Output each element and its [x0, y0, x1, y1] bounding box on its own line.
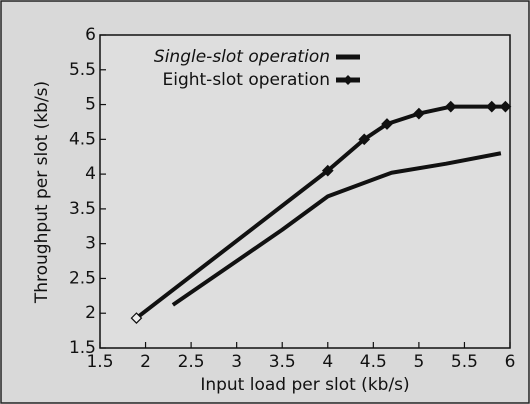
y-tick-label: 5 — [85, 95, 96, 115]
x-tick-label: 2 — [140, 352, 151, 372]
data-point — [321, 164, 334, 177]
series-line — [171, 151, 502, 307]
x-tick-label: 6 — [505, 352, 516, 372]
y-tick-label: 2.5 — [69, 268, 96, 288]
x-tick-label: 5.5 — [451, 352, 478, 372]
y-tick-label: 6 — [85, 25, 96, 45]
legend-marker — [343, 75, 353, 85]
data-point — [444, 100, 457, 113]
y-tick-label: 4.5 — [69, 129, 96, 149]
y-tick-label: 1.5 — [69, 338, 96, 358]
y-axis-label: Throughput per slot (kb/s) — [32, 81, 52, 304]
data-point — [130, 312, 143, 324]
x-tick-label: 3.5 — [269, 352, 296, 372]
y-tick-label: 2 — [85, 303, 96, 323]
x-tick-label: 4.5 — [360, 352, 387, 372]
x-tick-label: 5 — [413, 352, 424, 372]
x-tick-label: 2.5 — [178, 352, 205, 372]
x-tick-label: 3 — [231, 352, 242, 372]
series-line — [135, 104, 506, 320]
legend-label: Single-slot operation — [154, 47, 330, 67]
y-tick-label: 3 — [85, 234, 96, 254]
x-tick-label: 1.5 — [86, 352, 113, 372]
data-point — [499, 100, 512, 113]
data-point — [381, 118, 393, 130]
x-tick-label: 4 — [322, 352, 333, 372]
data-point — [485, 100, 498, 113]
y-tick-label: 4 — [85, 164, 96, 184]
y-tick-label: 5.5 — [69, 60, 96, 80]
x-axis-label: Input load per slot (kb/s) — [200, 375, 409, 395]
data-point — [358, 133, 371, 146]
data-point — [413, 107, 425, 120]
y-tick-label: 3.5 — [69, 199, 96, 219]
legend-label: Eight-slot operation — [162, 70, 330, 90]
